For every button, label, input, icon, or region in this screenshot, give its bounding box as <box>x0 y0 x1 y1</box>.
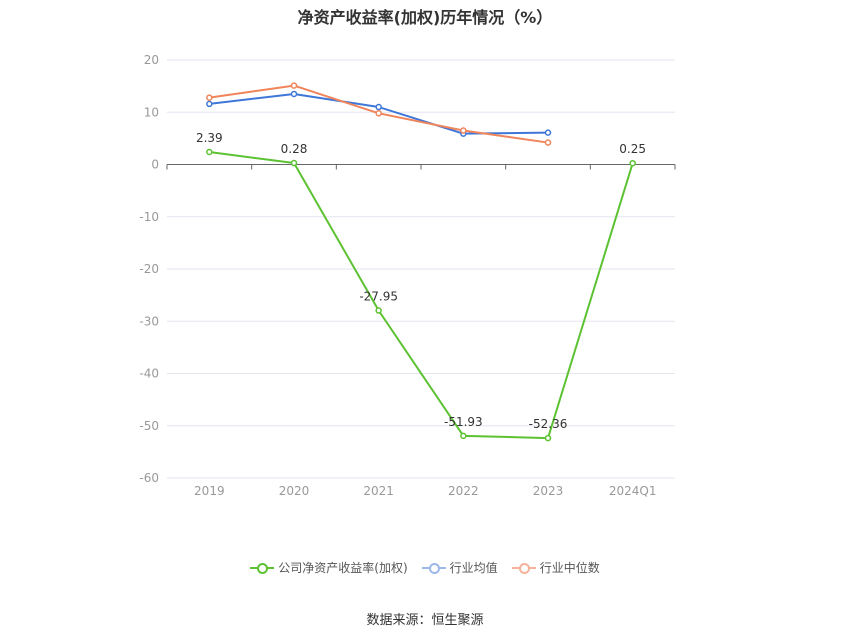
data-label: 2.39 <box>196 131 223 145</box>
legend-item-industry-mean[interactable]: 行业均值 <box>421 559 498 576</box>
x-tick-label: 2024Q1 <box>609 484 657 498</box>
data-point <box>375 307 382 314</box>
y-tick-label: -50 <box>139 419 159 433</box>
legend-label-industry-median: 行业中位数 <box>539 561 600 575</box>
data-point <box>544 434 552 442</box>
y-tick-label: -20 <box>139 262 159 276</box>
x-tick-label: 2022 <box>448 484 479 498</box>
series-line <box>209 151 634 440</box>
legend-label-industry-mean: 行业均值 <box>449 561 498 575</box>
data-point <box>206 148 213 156</box>
legend-swatch-company <box>250 562 275 574</box>
legend-item-company[interactable]: 公司净资产收益率(加权) <box>250 559 408 576</box>
legend-swatch-industry-median <box>511 562 536 574</box>
data-point <box>375 110 382 117</box>
data-point <box>375 103 382 111</box>
data-point <box>629 159 636 167</box>
y-tick-label: -30 <box>139 314 159 328</box>
data-point <box>460 432 467 440</box>
chart-legend: 公司净资产收益率(加权) 行业均值 行业中位数 <box>0 559 850 576</box>
legend-swatch-industry-mean <box>421 562 446 574</box>
data-point <box>206 94 213 101</box>
x-tick-label: 2023 <box>533 484 564 498</box>
data-label: -52.36 <box>529 417 568 431</box>
y-tick-label: -40 <box>139 367 159 381</box>
data-point <box>460 127 467 134</box>
x-tick-label: 2021 <box>363 484 394 498</box>
data-label: -51.93 <box>444 415 483 429</box>
data-point <box>544 129 552 136</box>
data-source: 数据来源：恒生聚源 <box>366 613 484 628</box>
legend-label-company: 公司净资产收益率(加权) <box>278 561 408 575</box>
data-point <box>290 82 298 89</box>
data-label: -27.95 <box>359 290 398 304</box>
y-tick-label: 0 <box>151 158 159 172</box>
x-tick-label: 2020 <box>279 484 310 498</box>
data-point <box>206 100 213 108</box>
data-label: 0.25 <box>619 142 646 156</box>
y-tick-label: 10 <box>144 105 159 119</box>
y-tick-label: -10 <box>139 210 159 224</box>
data-point <box>544 139 552 146</box>
data-point <box>290 90 298 98</box>
data-point <box>290 159 298 167</box>
chart-title: 净资产收益率(加权)历年情况（%） <box>297 8 553 27</box>
y-tick-label: -60 <box>139 471 159 485</box>
y-tick-label: 20 <box>144 53 159 67</box>
legend-item-industry-median[interactable]: 行业中位数 <box>511 559 600 576</box>
data-label: 0.28 <box>281 142 308 156</box>
x-tick-label: 2019 <box>194 484 225 498</box>
